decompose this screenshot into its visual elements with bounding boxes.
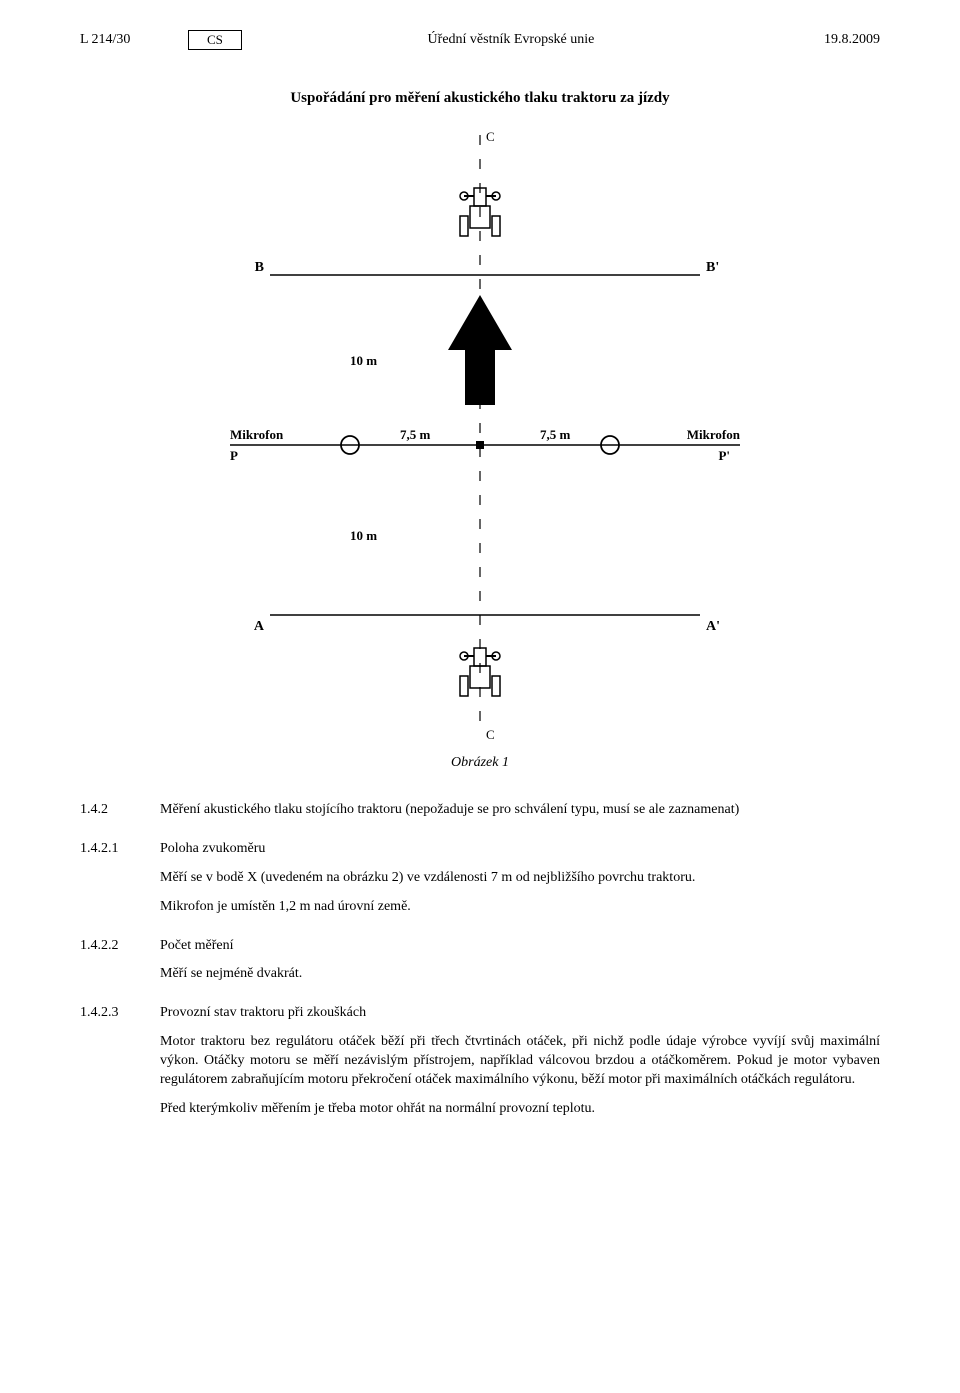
label-mic-right: Mikrofon bbox=[687, 427, 741, 442]
paragraph-line: Motor traktoru bez regulátoru otáček běž… bbox=[160, 1033, 880, 1090]
paragraph-number: 1.4.2.3 bbox=[80, 1004, 160, 1128]
paragraph-number: 1.4.2 bbox=[80, 801, 160, 830]
label-p: P bbox=[230, 448, 238, 463]
paragraph-line: Před kterýmkoliv měřením je třeba motor … bbox=[160, 1100, 880, 1119]
paragraph-line: Měří se nejméně dvakrát. bbox=[160, 965, 880, 984]
paragraph-line: Poloha zvukoměru bbox=[160, 840, 880, 859]
label-b-prime: B' bbox=[706, 260, 719, 275]
paragraph-line: Provozní stav traktoru při zkouškách bbox=[160, 1004, 880, 1023]
paragraph-line: Mikrofon je umístěn 1,2 m nad úrovní zem… bbox=[160, 898, 880, 917]
label-75-left: 7,5 m bbox=[400, 427, 431, 442]
page: L 214/30 CS Úřední věstník Evropské unie… bbox=[0, 0, 960, 1179]
label-b: B bbox=[255, 260, 264, 275]
paragraph-row: 1.4.2Měření akustického tlaku stojícího … bbox=[80, 801, 880, 830]
label-10m-top: 10 m bbox=[350, 353, 377, 368]
paragraph-line: Měření akustického tlaku stojícího trakt… bbox=[160, 801, 880, 820]
header-lang-badge: CS bbox=[188, 30, 242, 50]
paragraph-body: Měření akustického tlaku stojícího trakt… bbox=[160, 801, 880, 830]
paragraph-row: 1.4.2.3Provozní stav traktoru při zkoušk… bbox=[80, 1004, 880, 1128]
paragraph-row: 1.4.2.2Počet měření Měří se nejméně dvakr… bbox=[80, 937, 880, 995]
paragraph-row: 1.4.2.1Poloha zvukoměru Měří se v bodě X … bbox=[80, 840, 880, 927]
label-mic-left: Mikrofon bbox=[230, 427, 284, 442]
label-10m-bottom: 10 m bbox=[350, 528, 377, 543]
measurement-diagram: C C B B' A A' P P' Mikrofon Mikrofon 10 … bbox=[200, 125, 760, 745]
paragraph-number: 1.4.2.1 bbox=[80, 840, 160, 927]
label-c-top: C bbox=[486, 129, 495, 144]
label-c-bottom: C bbox=[486, 727, 495, 742]
direction-arrow-icon bbox=[448, 295, 512, 405]
section-title: Uspořádání pro měření akustického tlaku … bbox=[80, 90, 880, 107]
paragraph-body: Poloha zvukoměru Měří se v bodě X (uveden… bbox=[160, 840, 880, 927]
paragraph-line: Měří se v bodě X (uvedeném na obrázku 2)… bbox=[160, 869, 880, 888]
figure-caption: Obrázek 1 bbox=[80, 755, 880, 771]
label-75-right: 7,5 m bbox=[540, 427, 571, 442]
header-left: L 214/30 bbox=[80, 32, 180, 48]
header-center: Úřední věstník Evropské unie bbox=[242, 32, 780, 48]
paragraph-body: Provozní stav traktoru při zkouškách Moto… bbox=[160, 1004, 880, 1128]
paragraph-line: Počet měření bbox=[160, 937, 880, 956]
label-p-prime: P' bbox=[718, 448, 730, 463]
header-row: L 214/30 CS Úřední věstník Evropské unie… bbox=[80, 30, 880, 50]
paragraph-body: Počet měření Měří se nejméně dvakrát. bbox=[160, 937, 880, 995]
header-right: 19.8.2009 bbox=[780, 32, 880, 48]
paragraph-number: 1.4.2.2 bbox=[80, 937, 160, 995]
paragraph-block: 1.4.2Měření akustického tlaku stojícího … bbox=[80, 801, 880, 1129]
label-a: A bbox=[254, 619, 265, 634]
label-a-prime: A' bbox=[706, 619, 720, 634]
